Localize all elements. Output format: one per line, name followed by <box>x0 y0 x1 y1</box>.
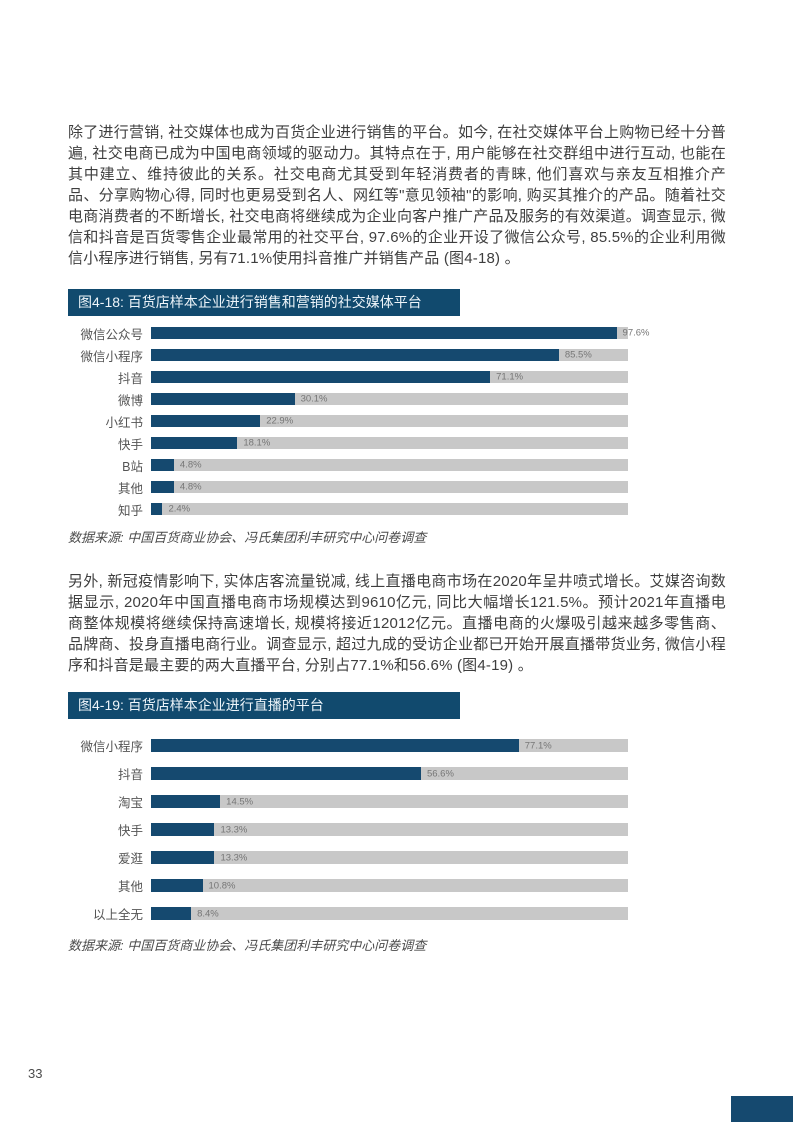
category-label: 微信公众号 <box>80 327 143 342</box>
bar-fill <box>151 437 238 449</box>
bar-track: 4.8% <box>151 481 628 493</box>
bar-fill <box>151 393 295 405</box>
chart-row: 爱逛 13.3% <box>68 851 726 866</box>
paragraph-livestream-commerce: 另外, 新冠疫情影响下, 实体店客流量锐减, 线上直播电商市场在2020年呈井喷… <box>68 573 726 674</box>
chart-row: 微信小程序 77.1% <box>68 739 726 754</box>
figure-4-18: 图4-18: 百货店样本企业进行销售和营销的社交媒体平台 微信公众号 97.6% 微… <box>68 289 726 546</box>
page-content: 除了进行营销, 社交媒体也成为百货企业进行销售的平台。如今, 在社交媒体平台上购… <box>68 0 726 954</box>
category-label: 小红书 <box>105 415 143 430</box>
value-label: 30.1% <box>300 393 328 405</box>
value-label: 4.8% <box>179 459 202 471</box>
bar-fill <box>151 459 174 471</box>
figure-4-19-source: 数据来源: 中国百货商业协会、冯氏集团利丰研究中心问卷调查 <box>68 938 427 953</box>
bar-fill <box>151 851 215 864</box>
value-label: 4.8% <box>179 481 202 493</box>
bar-track: 13.3% <box>151 823 628 836</box>
category-label: 其他 <box>117 481 143 496</box>
value-label: 22.9% <box>266 415 294 427</box>
bar-track: 10.8% <box>151 879 628 892</box>
category-label: 微博 <box>117 393 143 408</box>
bar-track: 2.4% <box>151 503 628 515</box>
bar-track: 8.4% <box>151 907 628 920</box>
value-label: 56.6% <box>426 768 454 779</box>
category-label: 以上全无 <box>92 908 143 922</box>
bar-fill <box>151 823 215 836</box>
bar-track: 13.3% <box>151 851 628 864</box>
bar-track: 22.9% <box>151 415 628 427</box>
figure-4-19-title: 图4-19: 百货店样本企业进行直播的平台 <box>68 692 460 719</box>
value-label: 97.6% <box>622 327 650 339</box>
figure-4-18-chart: 微信公众号 97.6% 微信小程序 85.5% 抖音 71.1% 微博 30.1% 小红书 22.… <box>68 327 726 518</box>
bar-fill <box>151 349 559 361</box>
figure-4-19-chart: 微信小程序 77.1% 抖音 56.6% 淘宝 14.5% 快手 13.3% 爱逛 13.3% 其他… <box>68 739 726 922</box>
bar-fill <box>151 879 203 892</box>
bar-track: 77.1% <box>151 739 628 752</box>
bar-fill <box>151 907 192 920</box>
category-label: 抖音 <box>117 768 143 782</box>
chart-row: B站 4.8% <box>68 459 726 474</box>
value-label: 18.1% <box>243 437 271 449</box>
value-label: 2.4% <box>168 503 191 515</box>
category-label: 淘宝 <box>117 796 143 810</box>
bar-track: 30.1% <box>151 393 628 405</box>
bar-fill <box>151 481 174 493</box>
category-label: 抖音 <box>117 371 143 386</box>
value-label: 14.5% <box>226 796 254 807</box>
chart-row: 其他 4.8% <box>68 481 726 496</box>
chart-row: 淘宝 14.5% <box>68 795 726 810</box>
value-label: 71.1% <box>496 371 524 383</box>
category-label: 快手 <box>117 437 143 452</box>
category-label: 快手 <box>117 824 143 838</box>
paragraph-social-commerce: 除了进行营销, 社交媒体也成为百货企业进行销售的平台。如今, 在社交媒体平台上购… <box>68 124 726 267</box>
category-label: 爱逛 <box>117 852 143 866</box>
figure-4-18-title: 图4-18: 百货店样本企业进行销售和营销的社交媒体平台 <box>68 289 460 316</box>
category-label: 微信小程序 <box>80 740 143 754</box>
bar-fill <box>151 415 261 427</box>
corner-accent-block <box>731 1096 793 1122</box>
chart-row: 抖音 71.1% <box>68 371 726 386</box>
bar-track: 85.5% <box>151 349 628 361</box>
chart-row: 抖音 56.6% <box>68 767 726 782</box>
category-label: 知乎 <box>117 503 143 518</box>
figure-4-19: 图4-19: 百货店样本企业进行直播的平台 微信小程序 77.1% 抖音 56.6% 淘… <box>68 692 726 954</box>
bar-track: 4.8% <box>151 459 628 471</box>
bar-track: 56.6% <box>151 767 628 780</box>
category-label: 其他 <box>117 880 143 894</box>
value-label: 85.5% <box>564 349 592 361</box>
bar-track: 14.5% <box>151 795 628 808</box>
bar-track: 97.6% <box>151 327 649 339</box>
bar-fill <box>151 739 519 752</box>
chart-row: 以上全无 8.4% <box>68 907 726 922</box>
category-label: 微信小程序 <box>80 349 143 364</box>
figure-4-18-source: 数据来源: 中国百货商业协会、冯氏集团利丰研究中心问卷调查 <box>68 530 427 545</box>
chart-row: 快手 13.3% <box>68 823 726 838</box>
bar-fill <box>151 327 617 339</box>
chart-row: 快手 18.1% <box>68 437 726 452</box>
chart-row: 微信公众号 97.6% <box>68 327 726 342</box>
bar-fill <box>151 503 163 515</box>
value-label: 10.8% <box>208 880 236 891</box>
bar-track: 18.1% <box>151 437 628 449</box>
chart-row: 其他 10.8% <box>68 879 726 894</box>
chart-row: 知乎 2.4% <box>68 503 726 518</box>
value-label: 13.3% <box>220 852 248 863</box>
chart-row: 微博 30.1% <box>68 393 726 408</box>
chart-row: 微信小程序 85.5% <box>68 349 726 364</box>
value-label: 8.4% <box>197 908 219 919</box>
chart-row: 小红书 22.9% <box>68 415 726 430</box>
category-label: B站 <box>122 459 143 474</box>
bar-fill <box>151 767 421 780</box>
bar-fill <box>151 795 221 808</box>
value-label: 13.3% <box>220 824 248 835</box>
bar-track: 71.1% <box>151 371 628 383</box>
page-number: 33 <box>28 1066 43 1081</box>
bar-fill <box>151 371 491 383</box>
value-label: 77.1% <box>524 740 552 751</box>
